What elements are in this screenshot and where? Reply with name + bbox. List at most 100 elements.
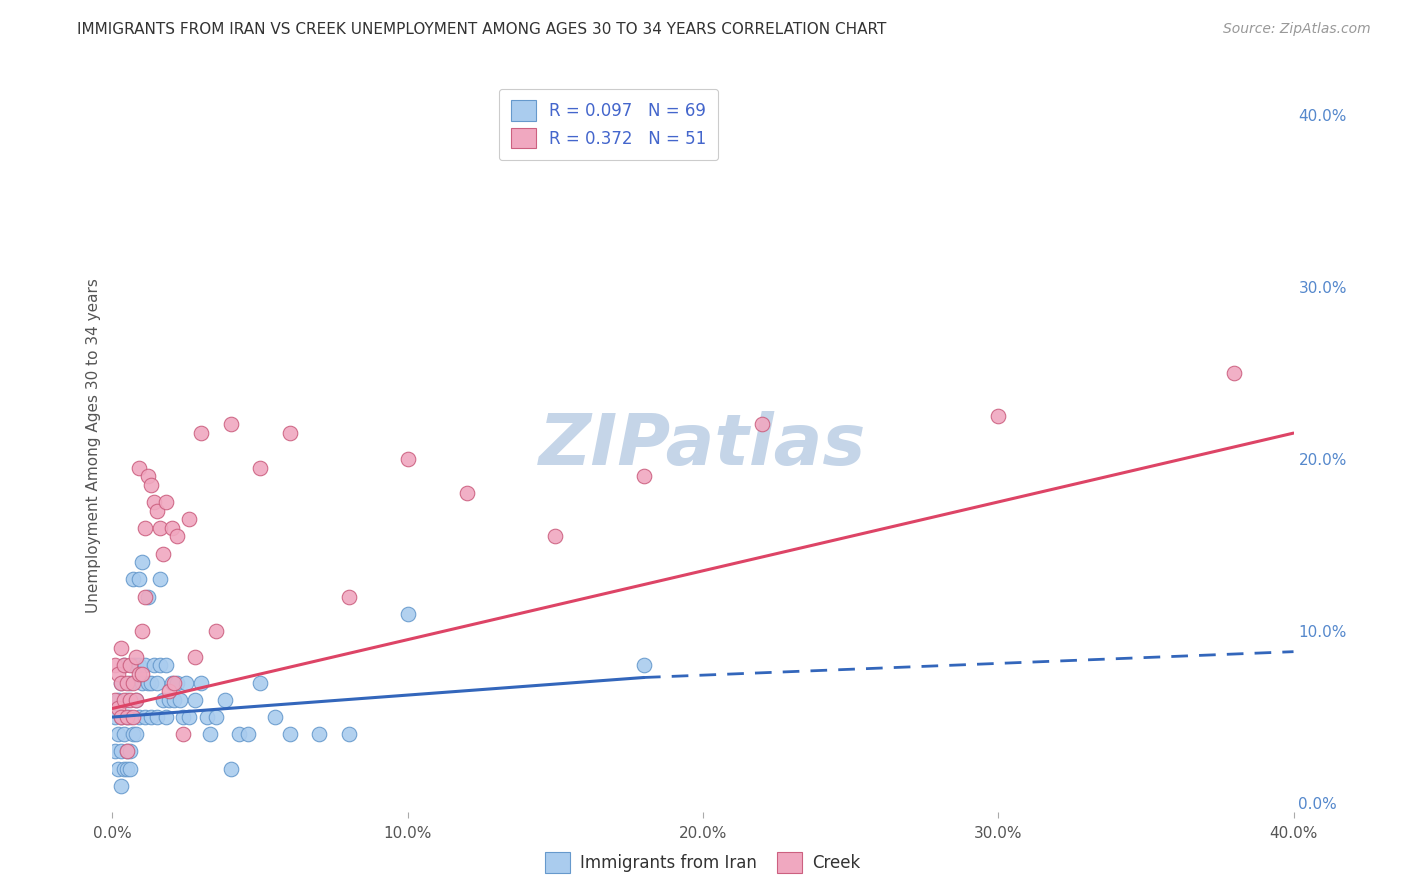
Point [214, 693, 236, 707]
Point [134, 590, 156, 604]
Point [139, 710, 162, 724]
Point [190, 426, 212, 441]
Point [120, 658, 142, 673]
Point [169, 693, 191, 707]
Point [166, 675, 188, 690]
Point [142, 495, 165, 509]
Text: IMMIGRANTS FROM IRAN VS CREEK UNEMPLOYMENT AMONG AGES 30 TO 34 YEARS CORRELATION: IMMIGRANTS FROM IRAN VS CREEK UNEMPLOYME… [77, 22, 887, 37]
Point [152, 547, 174, 561]
Point [128, 658, 150, 673]
Point [125, 693, 148, 707]
Point [128, 573, 150, 587]
Point [104, 693, 127, 707]
Point [396, 451, 419, 466]
Point [122, 573, 145, 587]
Point [219, 417, 242, 432]
Point [155, 710, 177, 724]
Point [278, 727, 301, 741]
Point [128, 667, 150, 681]
Point [544, 529, 567, 543]
Point [308, 727, 330, 741]
Point [179, 512, 201, 526]
Point [122, 727, 145, 741]
Point [155, 658, 177, 673]
Point [987, 409, 1010, 423]
Point [107, 762, 129, 776]
Point [117, 744, 138, 758]
Point [131, 675, 153, 690]
Point [190, 675, 212, 690]
Point [136, 590, 159, 604]
Point [249, 460, 271, 475]
Point [104, 658, 127, 673]
Point [157, 693, 180, 707]
Point [110, 675, 132, 690]
Point [110, 710, 132, 724]
Text: Source: ZipAtlas.com: Source: ZipAtlas.com [1223, 22, 1371, 37]
Point [120, 693, 142, 707]
Point [107, 701, 129, 715]
Point [125, 658, 148, 673]
Point [149, 658, 172, 673]
Point [117, 693, 138, 707]
Point [751, 417, 773, 432]
Point [157, 684, 180, 698]
Point [107, 693, 129, 707]
Point [110, 641, 132, 656]
Y-axis label: Unemployment Among Ages 30 to 34 years: Unemployment Among Ages 30 to 34 years [86, 278, 101, 614]
Point [125, 727, 148, 741]
Point [337, 727, 360, 741]
Point [112, 762, 135, 776]
Point [134, 710, 156, 724]
Point [146, 675, 169, 690]
Point [117, 675, 138, 690]
Point [107, 667, 129, 681]
Point [117, 710, 138, 724]
Point [104, 710, 127, 724]
Point [110, 744, 132, 758]
Point [112, 727, 135, 741]
Point [238, 727, 260, 741]
Point [104, 744, 127, 758]
Point [128, 460, 150, 475]
Point [110, 779, 132, 793]
Point [198, 727, 221, 741]
Point [122, 658, 145, 673]
Point [219, 762, 242, 776]
Point [107, 727, 129, 741]
Point [112, 658, 135, 673]
Point [112, 693, 135, 707]
Point [120, 710, 142, 724]
Point [174, 675, 197, 690]
Point [160, 675, 183, 690]
Point [110, 675, 132, 690]
Point [120, 762, 142, 776]
Point [122, 675, 145, 690]
Point [139, 477, 162, 491]
Point [396, 607, 419, 621]
Point [184, 693, 207, 707]
Point [152, 693, 174, 707]
Legend: Immigrants from Iran, Creek: Immigrants from Iran, Creek [538, 846, 868, 880]
Point [134, 521, 156, 535]
Point [131, 555, 153, 569]
Point [125, 693, 148, 707]
Point [633, 658, 655, 673]
Point [249, 675, 271, 690]
Point [136, 469, 159, 483]
Point [456, 486, 478, 500]
Point [166, 529, 188, 543]
Point [134, 658, 156, 673]
Point [155, 495, 177, 509]
Point [131, 624, 153, 638]
Point [149, 573, 172, 587]
Point [117, 710, 138, 724]
Point [337, 590, 360, 604]
Point [228, 727, 250, 741]
Point [142, 658, 165, 673]
Point [120, 675, 142, 690]
Point [264, 710, 287, 724]
Point [1223, 366, 1246, 380]
Point [117, 762, 138, 776]
Point [172, 710, 194, 724]
